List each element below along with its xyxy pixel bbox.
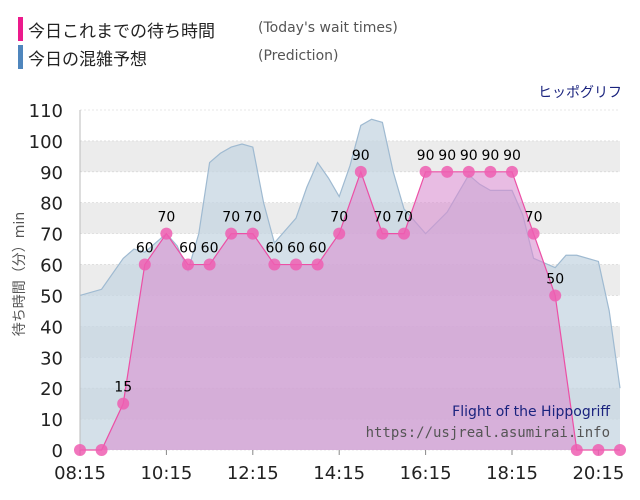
data-point <box>549 289 562 302</box>
data-label: 90 <box>481 148 499 164</box>
data-point <box>138 258 151 271</box>
data-label: 70 <box>157 210 175 226</box>
data-label: 60 <box>265 241 283 257</box>
data-label: 70 <box>373 210 391 226</box>
chart-legend: 今日これまでの待ち時間 (Today's wait times) 今日の混雑予想… <box>18 14 438 70</box>
x-tick-label: 12:15 <box>227 463 279 484</box>
data-label: 90 <box>503 148 521 164</box>
y-tick-label: 40 <box>40 317 63 338</box>
data-point <box>570 444 583 456</box>
data-label: 60 <box>179 241 197 257</box>
data-label: 70 <box>525 210 543 226</box>
x-tick-label: 08:15 <box>54 463 106 484</box>
data-label: 70 <box>330 210 348 226</box>
data-point <box>95 444 108 456</box>
data-point <box>74 444 86 456</box>
x-tick-label: 16:15 <box>400 463 452 484</box>
y-tick-label: 90 <box>40 163 63 184</box>
data-label: 70 <box>244 210 262 226</box>
y-tick-label: 80 <box>40 194 63 215</box>
data-point <box>484 165 497 178</box>
data-point <box>203 258 216 271</box>
data-label: 90 <box>460 148 478 164</box>
watermark-title: Flight of the Hippogriff <box>452 404 610 420</box>
data-label: 90 <box>352 148 370 164</box>
data-label: 60 <box>287 241 305 257</box>
data-point <box>117 397 130 410</box>
watermark-url: https://usjreal.asumirai.info <box>366 425 610 441</box>
data-point <box>592 444 605 456</box>
x-tick-label: 14:15 <box>313 463 365 484</box>
data-point <box>441 165 454 178</box>
y-tick-label: 100 <box>29 132 63 153</box>
data-point <box>506 165 518 178</box>
data-point <box>376 227 389 240</box>
data-label: 50 <box>546 271 564 287</box>
data-point <box>398 227 410 240</box>
data-label: 60 <box>309 241 327 257</box>
legend-item-actual: 今日これまでの待ち時間 (Today's wait times) <box>18 14 438 42</box>
data-point <box>311 258 324 271</box>
data-label: 70 <box>222 210 240 226</box>
data-point <box>290 258 302 271</box>
data-point <box>419 165 432 178</box>
y-tick-label: 50 <box>40 286 63 307</box>
legend-label-prediction: 今日の混雑予想 <box>28 50 147 70</box>
x-tick-label: 18:15 <box>486 463 538 484</box>
y-tick-label: 20 <box>40 379 63 400</box>
legend-item-prediction: 今日の混雑予想 (Prediction) <box>18 42 438 70</box>
y-tick-label: 10 <box>40 410 63 431</box>
y-tick-label: 70 <box>40 225 63 246</box>
data-point <box>182 258 194 271</box>
data-label: 15 <box>114 380 132 396</box>
data-point <box>527 227 540 240</box>
y-axis-title: 待ち時間（分）min <box>12 212 28 336</box>
y-tick-label: 110 <box>29 101 63 122</box>
data-point <box>614 444 626 456</box>
legend-sublabel-prediction: (Prediction) <box>258 48 339 64</box>
legend-label-actual: 今日これまでの待ち時間 <box>28 22 215 42</box>
data-point <box>268 258 281 271</box>
data-label: 60 <box>136 241 154 257</box>
data-point <box>333 227 346 240</box>
y-tick-label: 0 <box>52 441 63 462</box>
x-tick-label: 10:15 <box>140 463 192 484</box>
data-point <box>160 227 173 240</box>
data-point <box>225 227 238 240</box>
legend-swatch-actual <box>18 17 23 41</box>
y-tick-label: 30 <box>40 348 63 369</box>
data-label: 90 <box>438 148 456 164</box>
data-label: 90 <box>417 148 435 164</box>
data-label: 60 <box>201 241 219 257</box>
x-tick-label: 20:15 <box>572 463 624 484</box>
legend-sublabel-actual: (Today's wait times) <box>258 20 398 36</box>
legend-swatch-prediction <box>18 45 23 69</box>
ride-name: ヒッポグリフ <box>538 85 622 101</box>
data-point <box>462 165 475 178</box>
data-point <box>354 165 367 178</box>
data-label: 70 <box>395 210 413 226</box>
actual-series-line <box>80 169 620 451</box>
data-point <box>246 227 259 240</box>
y-tick-label: 60 <box>40 256 63 277</box>
actual-series-area <box>80 171 620 450</box>
